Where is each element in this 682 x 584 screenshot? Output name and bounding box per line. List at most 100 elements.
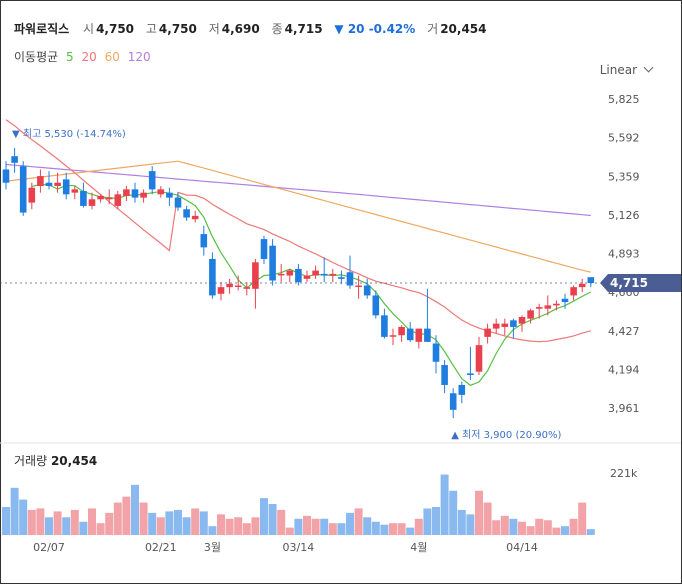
y-tick-label: 4,893 [608,248,640,261]
candle [28,182,36,210]
candle-body [553,303,560,306]
volume-bar [96,523,105,535]
candle-body [97,195,104,200]
candle-body [166,192,173,198]
candle [105,189,113,205]
volume-bar [165,511,174,535]
volume-bar [492,520,501,535]
candle [62,172,70,200]
candle-body [183,209,190,218]
candle [346,255,354,289]
ma-label: 이동평균 [14,50,59,64]
candle-body [372,295,380,316]
x-tick-label: 02/21 [145,541,177,554]
volume-bar [457,509,466,535]
volume-bar [578,502,587,535]
candle [389,328,397,346]
candle-body [252,262,259,289]
max-annotation: ▼ 최고 5,530 (-14.74%) [12,128,126,140]
volume-bar [27,509,36,535]
candle-body [338,277,345,279]
candle [303,270,311,283]
volume-bar [285,527,294,535]
volume-bar [251,517,260,535]
x-tick-label: 3월 [204,541,221,554]
volume-header-value: 20,454 [50,454,98,468]
volume-bar [234,517,243,535]
volume-value: 20,454 [440,22,487,36]
volume-bar [423,508,432,535]
volume-bar [242,523,251,535]
ma5-legend: 5 [66,50,74,64]
candle-body [329,273,337,276]
volume-bar [543,520,552,535]
candle [372,290,380,319]
candle [114,191,122,210]
candle [200,225,208,256]
volume-bar [483,502,492,535]
candle-body [398,326,405,336]
volume-bar [535,518,544,535]
ma5-line [31,183,592,386]
volume-bar [182,517,191,535]
y-tick-label: 3,961 [608,402,640,415]
volume-bar [475,490,483,535]
y-tick-label: 5,126 [608,209,640,222]
candle-body [587,277,595,284]
low-value: 4,690 [221,22,260,36]
candle [226,278,233,294]
candle-body [209,258,216,296]
volume-bar [449,490,458,535]
candle-body [80,191,87,206]
y-tick-label: 5,825 [608,93,640,106]
candle [363,278,371,299]
candle [544,295,552,316]
volume-bar [105,512,114,535]
ma20-legend: 20 [81,50,97,64]
candle-body [578,283,586,288]
candle-body [191,215,199,220]
candle-body [527,310,534,319]
candle [269,239,276,286]
candle-body [381,315,388,337]
candle [484,323,491,344]
volume-bar [217,514,225,535]
candle-body [449,393,457,410]
volume-bar [277,509,286,535]
volume-bar [79,521,88,535]
volume-bar [346,512,354,535]
candle [37,169,44,193]
candle-body [484,328,491,337]
candle-body [28,187,36,203]
candle-body [174,197,182,208]
candle [45,171,53,190]
volume-bar [131,484,139,535]
volume-bar [466,514,475,535]
candle [123,186,130,201]
candle-body [303,275,311,279]
close-value: 4,715 [284,22,323,36]
candle [449,388,457,419]
candle-body [269,245,276,281]
scale-dropdown[interactable]: Linear [600,63,652,77]
candle [320,257,328,283]
volume-bar [191,508,200,535]
open-label: 시 [83,22,95,36]
candle-body [492,323,500,329]
x-tick-label: 04/14 [506,541,538,554]
candle-body [363,285,371,296]
volume-bar [432,506,440,535]
volume-label: 거 [427,22,439,36]
volume-bar [561,526,569,535]
candle [88,192,96,210]
candle-body [200,234,208,248]
candle [252,258,259,309]
candle [570,285,577,301]
candle [406,321,414,342]
min-annotation: ▲ 최저 3,900 (20.90%) [451,429,561,441]
volume-bar [320,518,329,535]
volume-bar [371,521,380,535]
candle-body [441,365,448,385]
volume-bar [19,499,28,535]
